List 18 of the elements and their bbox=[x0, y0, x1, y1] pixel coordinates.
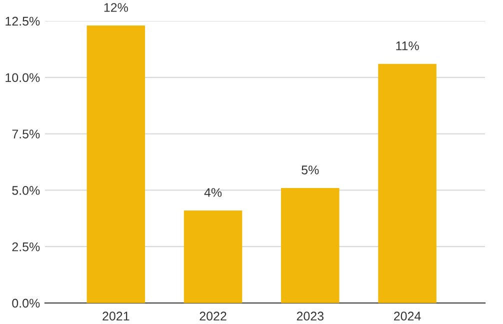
data-label: 12% bbox=[104, 3, 128, 12]
bar bbox=[184, 210, 242, 303]
x-tick-label: 2022 bbox=[200, 312, 226, 321]
y-tick-label: 10.0% bbox=[6, 73, 40, 82]
y-tick-label: 12.5% bbox=[6, 16, 40, 26]
y-tick-label: 0.0% bbox=[12, 298, 40, 308]
bar bbox=[86, 26, 146, 303]
bar bbox=[378, 64, 436, 303]
x-tick-label: 2021 bbox=[102, 312, 130, 321]
data-label: 5% bbox=[302, 166, 319, 174]
y-tick-label: 2.5% bbox=[12, 242, 40, 252]
data-label: 11% bbox=[396, 41, 419, 50]
data-label: 4% bbox=[204, 188, 222, 197]
bar bbox=[281, 188, 340, 303]
x-tick-label: 2023 bbox=[296, 312, 324, 321]
y-tick-label: 7.5% bbox=[12, 130, 40, 138]
y-tick-label: 5.0% bbox=[12, 186, 40, 195]
x-tick-label: 2024 bbox=[394, 312, 421, 321]
